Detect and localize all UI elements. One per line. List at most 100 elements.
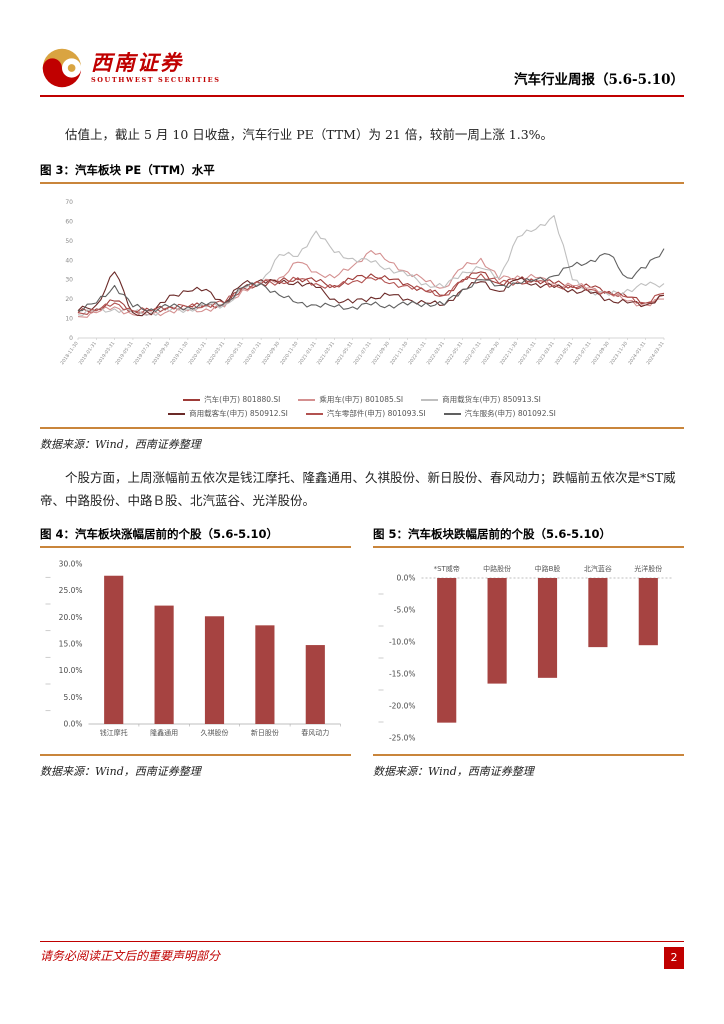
legend-swatch-icon — [421, 398, 439, 401]
category-label: 中路B股 — [535, 564, 561, 573]
y-tick-label: 0.0% — [63, 720, 82, 729]
y-tick-label: 20.0% — [59, 613, 83, 622]
x-tick-label: 2020-07-31 — [243, 341, 263, 366]
category-label: 钱江摩托 — [100, 728, 128, 737]
legend-label: 汽车(申万) 801880.SI — [204, 395, 281, 405]
x-tick-label: 2021-07-31 — [352, 341, 372, 366]
legend-item: 汽车(申万) 801880.SI — [183, 394, 280, 405]
figure-3-top-rule — [40, 182, 684, 185]
figure-row: 图 4：汽车板块涨幅居前的个股（5.6-5.10） 30.0% 25.0% 20.0… — [40, 526, 684, 779]
y-tick-label: -25.0% — [389, 734, 416, 743]
legend-item: 乘用车(申万) 801085.SI — [298, 394, 403, 405]
legend-swatch-icon — [183, 398, 201, 401]
x-tick-label: 2022-01-31 — [407, 341, 427, 366]
bar — [204, 616, 225, 725]
legend-label: 商用载货车(申万) 850913.SI — [442, 395, 541, 405]
category-label: 北汽蓝谷 — [584, 564, 612, 573]
bar — [537, 578, 558, 679]
legend-item: 汽车零部件(申万) 801093.SI — [305, 408, 426, 419]
pe-ttm-line-chart: 0102030405060702018-11-302019-01-312019-… — [59, 199, 665, 366]
x-tick-label: 2019-03-31 — [96, 341, 116, 366]
category-label: 久祺股份 — [201, 728, 229, 737]
x-tick-label: 2023-05-31 — [554, 341, 574, 366]
legend-label: 汽车服务(申万) 801092.SI — [464, 409, 556, 419]
legend-item: 商用载客车(申万) 850912.SI — [168, 408, 288, 419]
figure-4-top-rule — [40, 546, 351, 549]
top-losers-bar-chart: 0.0% -5.0% -10.0% -15.0% -20.0% -25.0% *ST威帝 中路… — [378, 564, 674, 743]
legend-swatch-icon — [443, 412, 461, 415]
x-tick-label: 2022-05-31 — [444, 341, 464, 366]
x-tick-label: 2022-03-31 — [426, 341, 446, 366]
figure-3-bottom-rule — [40, 427, 684, 430]
x-tick-label: 2020-03-31 — [206, 341, 226, 366]
y-tick-label: 60 — [65, 219, 73, 226]
legend-swatch-icon — [298, 398, 316, 401]
y-tick-label: -10.0% — [389, 638, 416, 647]
x-tick-label: 2020-11-30 — [279, 341, 299, 366]
y-tick-label: 50 — [65, 238, 73, 245]
x-tick-label: 2019-11-30 — [169, 341, 189, 366]
legend-item: 商用载货车(申万) 850913.SI — [421, 394, 541, 405]
x-tick-label: 2021-09-30 — [371, 341, 391, 366]
x-tick-label: 2023-11-30 — [609, 341, 629, 366]
x-tick-label: 2023-03-31 — [536, 341, 556, 366]
x-tick-label: 2024-01-31 — [627, 341, 647, 366]
figure-5-source: 数据来源：Wind，西南证券整理 — [373, 765, 534, 779]
pe-chart-legend: 汽车(申万) 801880.SI 乘用车(申万) 801085.SI 商用载货车(申… — [127, 394, 597, 419]
y-tick-label: 10 — [65, 316, 73, 323]
figure-3-source: 数据来源：Wind，西南证券整理 — [40, 438, 201, 452]
y-tick-label: -15.0% — [389, 670, 416, 679]
x-tick-label: 2020-05-31 — [224, 341, 244, 366]
y-tick-label: 30 — [65, 277, 73, 284]
x-tick-label: 2023-09-30 — [590, 341, 610, 366]
logo-name-en: SOUTHWEST SECURITIES — [91, 76, 221, 84]
y-tick-label: 5.0% — [63, 693, 82, 702]
series-line — [77, 273, 665, 316]
y-tick-label: 0 — [69, 335, 73, 342]
legend-swatch-icon — [168, 412, 186, 415]
bar — [255, 625, 275, 725]
y-tick-label: -5.0% — [394, 606, 416, 615]
header: 西南证券 SOUTHWEST SECURITIES 汽车行业周报（5.6-5.1… — [40, 38, 684, 90]
x-tick-label: 2021-01-31 — [297, 341, 317, 366]
x-tick-label: 2021-05-31 — [334, 341, 354, 366]
figure-5: 图 5：汽车板块跌幅居前的个股（5.6-5.10） 0.0% -5.0% -10.0… — [373, 526, 684, 779]
y-tick-label: 25.0% — [59, 587, 83, 596]
disclaimer-text: 请务必阅读正文后的重要声明部分 — [40, 949, 221, 963]
legend-swatch-icon — [305, 412, 323, 415]
x-tick-label: 2019-01-31 — [78, 341, 98, 366]
x-tick-label: 2022-09-30 — [481, 341, 501, 366]
stocks-paragraph: 个股方面，上周涨幅前五依次是钱江摩托、隆鑫通用、久祺股份、新日股份、春风动力；跌… — [40, 470, 676, 509]
southwest-securities-logo-icon — [42, 48, 82, 88]
category-label: 新日股份 — [251, 728, 279, 737]
figure-5-bottom-rule — [373, 754, 684, 757]
legend-label: 商用载客车(申万) 850912.SI — [189, 409, 288, 419]
x-tick-label: 2020-09-30 — [261, 341, 281, 366]
figure-4-bottom-rule — [40, 754, 351, 757]
logo: 西南证券 SOUTHWEST SECURITIES — [40, 46, 221, 90]
category-label: *ST威帝 — [434, 564, 460, 573]
x-tick-label: 2024-03-31 — [645, 341, 665, 366]
legend-label: 乘用车(申万) 801085.SI — [319, 395, 404, 405]
category-label: 中路股份 — [483, 564, 511, 573]
y-tick-label: 15.0% — [59, 640, 83, 649]
logo-text: 西南证券 SOUTHWEST SECURITIES — [91, 52, 221, 84]
y-tick-label: 0.0% — [396, 574, 415, 583]
series-line — [77, 271, 665, 317]
series-line — [77, 248, 665, 313]
y-tick-label: 40 — [65, 257, 73, 264]
x-tick-label: 2022-07-31 — [462, 341, 482, 366]
x-tick-label: 2019-09-30 — [151, 341, 171, 366]
bar — [154, 605, 174, 725]
series-line — [77, 250, 665, 318]
legend-label: 汽车零部件(申万) 801093.SI — [326, 409, 426, 419]
y-tick-label: -20.0% — [389, 702, 416, 711]
x-tick-label: 2023-07-31 — [572, 341, 592, 366]
x-tick-label: 2019-05-31 — [114, 341, 134, 366]
figure-3-title: 图 3：汽车板块 PE（TTM）水平 — [40, 163, 215, 178]
x-tick-label: 2023-01-31 — [517, 341, 537, 366]
x-tick-label: 2022-11-30 — [499, 341, 519, 366]
y-tick-label: 70 — [65, 199, 73, 206]
bar — [638, 578, 658, 646]
